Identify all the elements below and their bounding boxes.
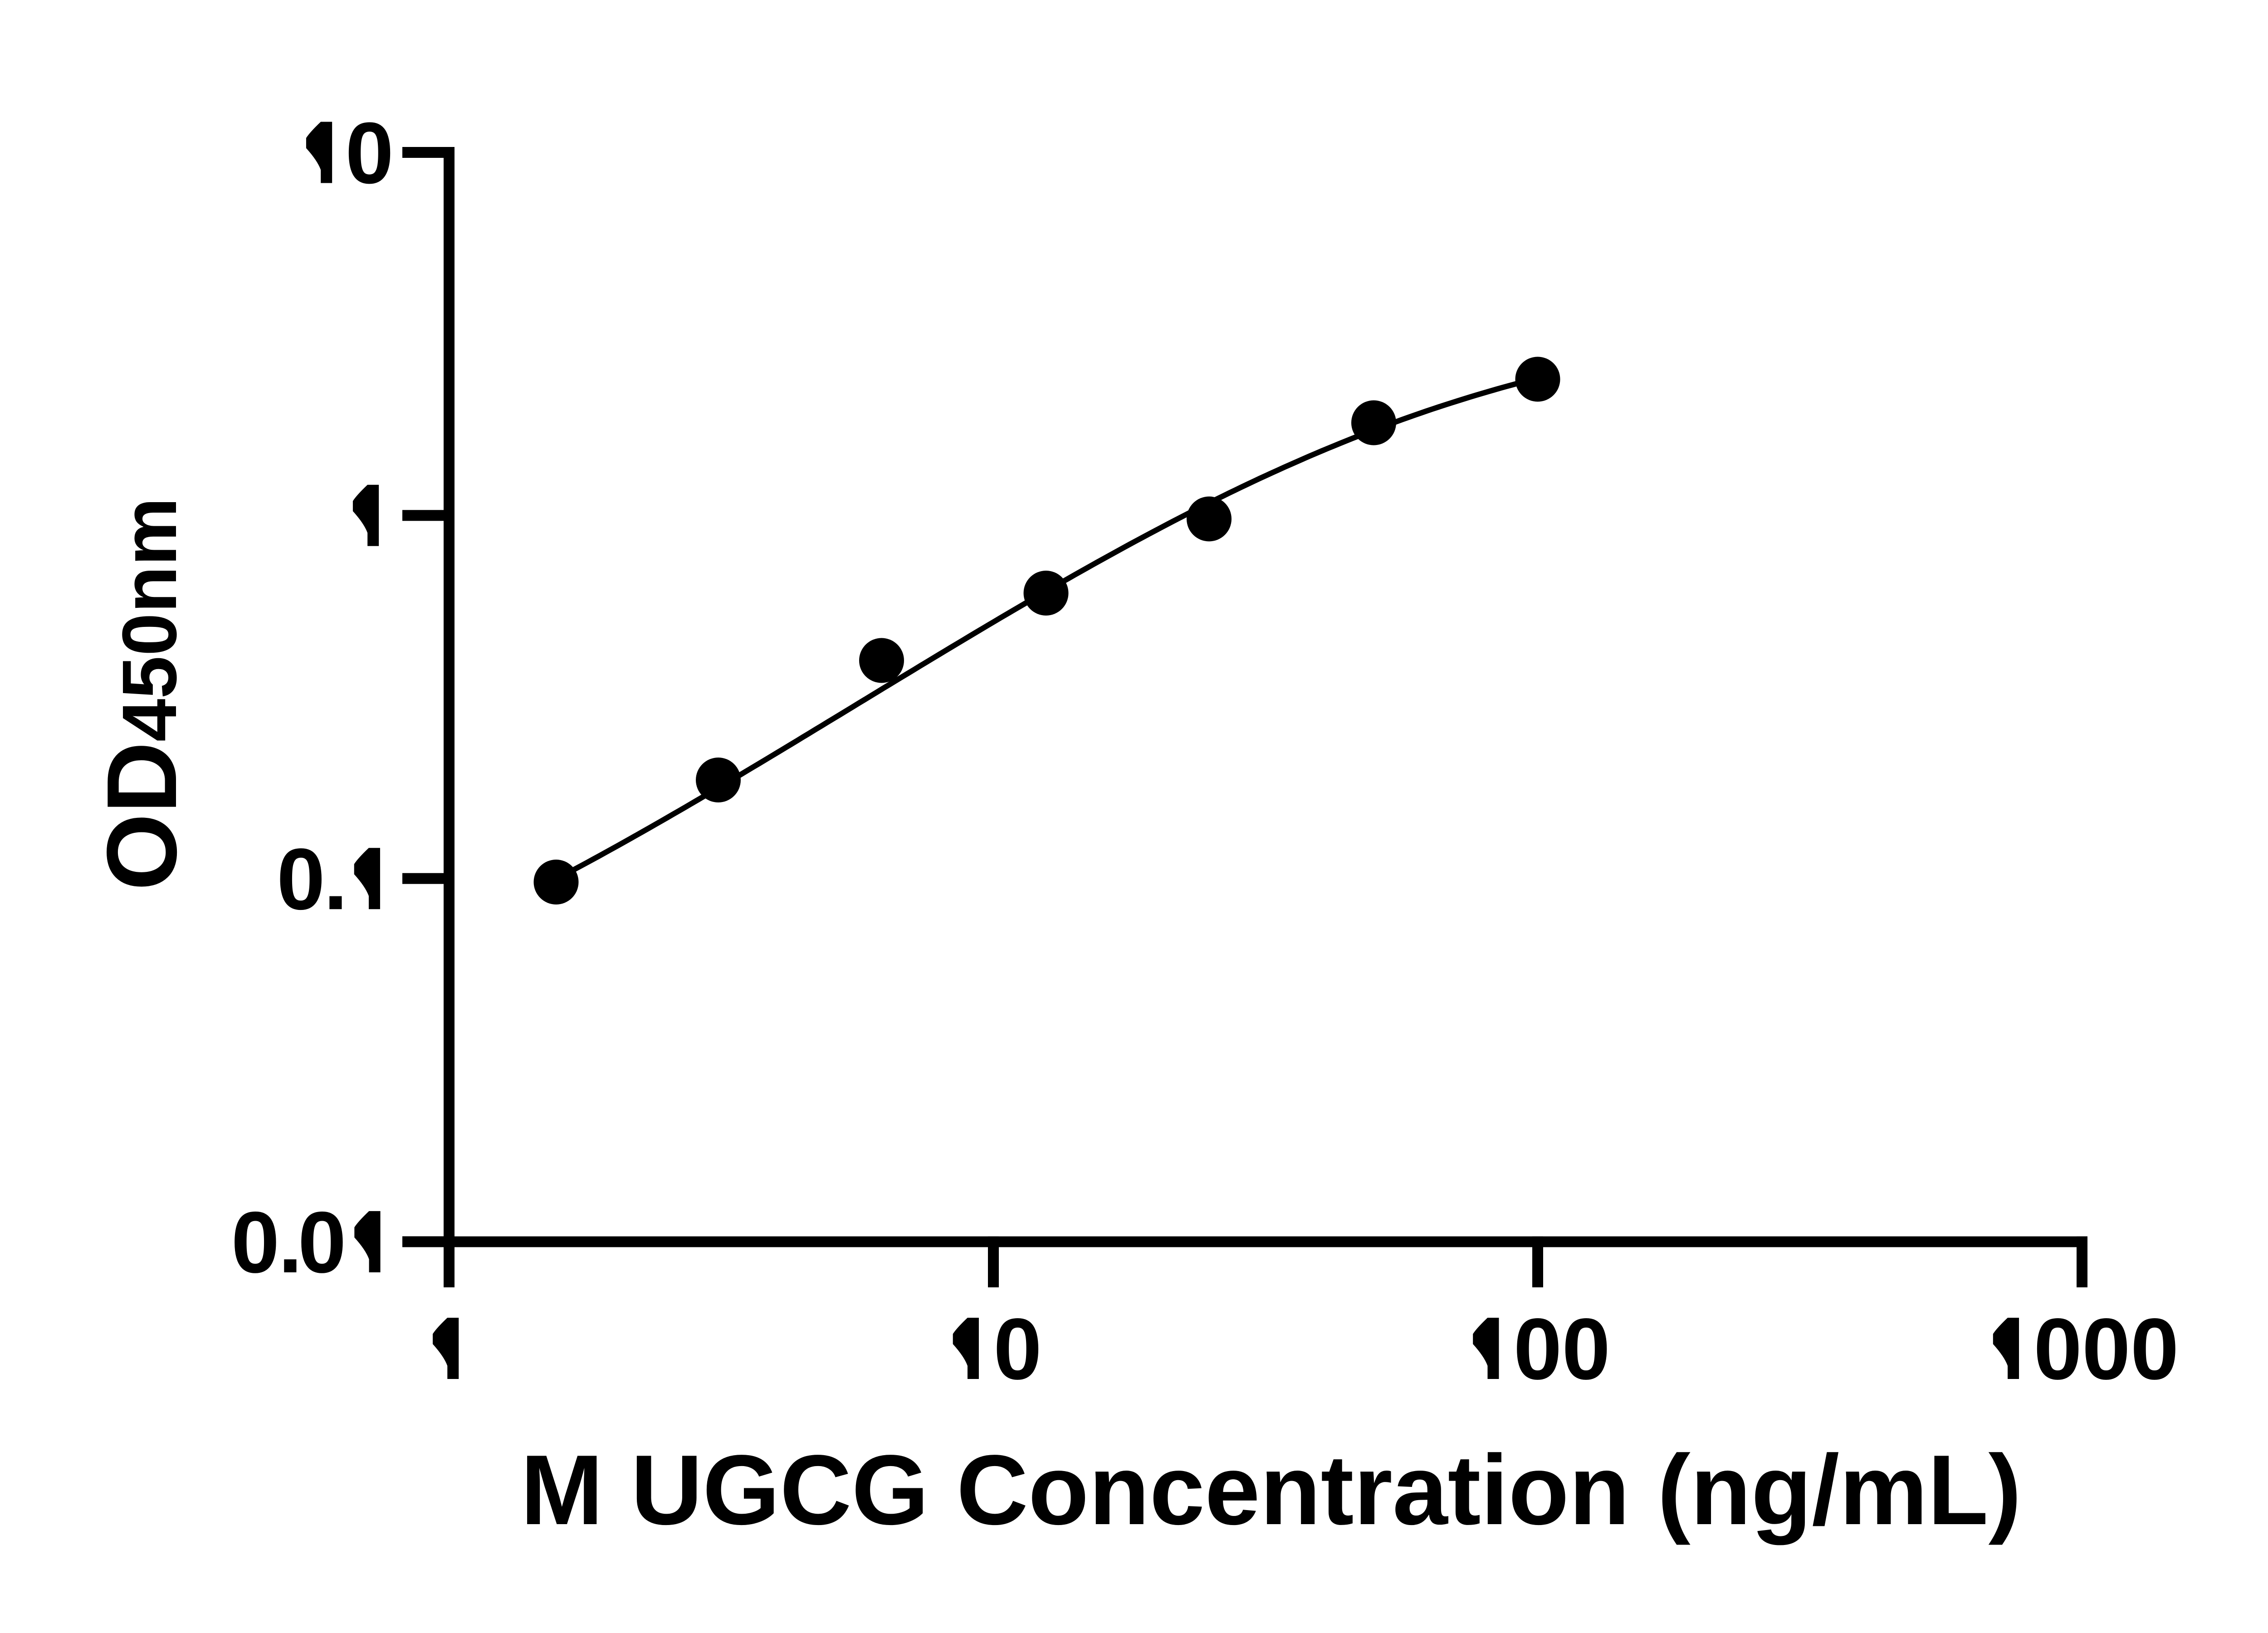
svg-text:0: 0 bbox=[298, 1193, 347, 1291]
svg-text:0: 0 bbox=[1562, 1300, 1610, 1398]
svg-text:M UGCG Concentration (ng/mL): M UGCG Concentration (ng/mL) bbox=[520, 1435, 2021, 1545]
svg-text:0: 0 bbox=[2082, 1300, 2131, 1398]
svg-text:0: 0 bbox=[993, 1300, 1042, 1398]
svg-text:0: 0 bbox=[277, 830, 325, 928]
svg-text:0: 0 bbox=[2131, 1300, 2179, 1398]
svg-text:.: . bbox=[278, 1193, 302, 1291]
svg-text:0: 0 bbox=[2033, 1300, 2082, 1398]
svg-text:0: 0 bbox=[345, 104, 394, 202]
svg-text:0: 0 bbox=[1514, 1300, 1562, 1398]
svg-text:0: 0 bbox=[231, 1193, 280, 1291]
svg-text:.: . bbox=[323, 830, 347, 928]
